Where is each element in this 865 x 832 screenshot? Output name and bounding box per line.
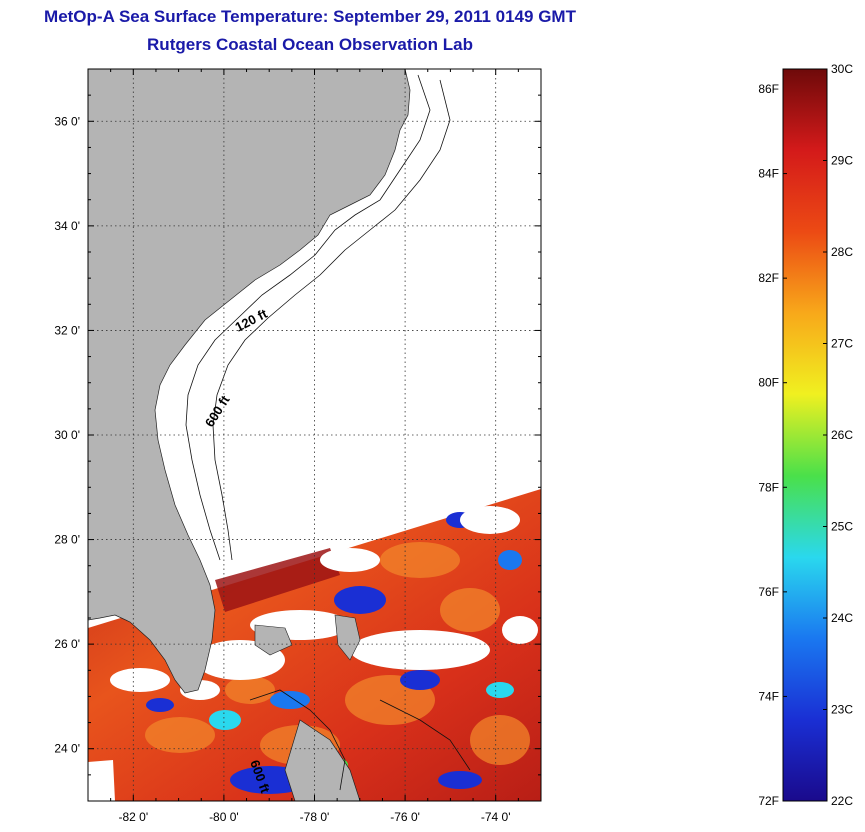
lon-tick-label: -82 0' <box>118 810 148 824</box>
land-bahamas-island <box>334 614 361 661</box>
colorbar-celsius-label: 25C <box>831 520 853 534</box>
bathymetry-contours <box>185 74 471 791</box>
lon-tick-label: -80 0' <box>209 810 239 824</box>
colorbar-fahrenheit-label: 78F <box>758 480 779 494</box>
lon-tick-label: -74 0' <box>481 810 511 824</box>
colorbar-fahrenheit-label: 84F <box>758 167 779 181</box>
map-title: MetOp-A Sea Surface Temperature: Septemb… <box>44 7 576 26</box>
lat-tick-label: 28 0' <box>54 533 80 547</box>
lat-tick-label: 24 0' <box>54 742 80 756</box>
contour-600ft <box>212 79 451 561</box>
lon-tick-label: -76 0' <box>390 810 420 824</box>
colorbar-celsius-label: 28C <box>831 245 853 259</box>
land-southeast-us <box>88 69 411 694</box>
colorbar-bar <box>782 68 828 802</box>
colorbar-celsius-label: 22C <box>831 794 853 808</box>
lat-tick-label: 36 0' <box>54 114 80 128</box>
cloud-mask <box>110 506 538 700</box>
colorbar-fahrenheit-labels: 86F 84F 82F 80F 78F 76F 74F 72F <box>758 82 779 808</box>
latitude-labels: 24 0' 26 0' 28 0' 30 0' 32 0' 34 0' 36 0' <box>54 114 80 755</box>
lat-tick-label: 26 0' <box>54 637 80 651</box>
colorbar-celsius-label: 30C <box>831 62 853 76</box>
map-subtitle: Rutgers Coastal Ocean Observation Lab <box>147 35 473 54</box>
lat-tick-label: 34 0' <box>54 219 80 233</box>
contour-bahamas <box>249 689 346 791</box>
colorbar-celsius-labels: 30C 29C 28C 27C 26C 25C 24C 23C 22C <box>831 62 853 808</box>
lon-tick-label: -78 0' <box>300 810 330 824</box>
colorbar-celsius-label: 23C <box>831 703 853 717</box>
grid-lines <box>88 69 541 801</box>
colorbar-celsius-label: 27C <box>831 337 853 351</box>
colorbar-fahrenheit-label: 82F <box>758 271 779 285</box>
colorbar-fahrenheit-label: 76F <box>758 585 779 599</box>
colorbar: 30C 29C 28C 27C 26C 25C 24C 23C 22C 86F 84F 82F 80F… <box>758 62 853 808</box>
map-panel: 120 ft 600 ft 600 ft 24 0'26 0'28 0'30 0… <box>54 68 542 824</box>
colorbar-ticks <box>783 68 827 802</box>
lat-tick-label: 30 0' <box>54 428 80 442</box>
sst-warm-band <box>215 548 340 612</box>
land-andros <box>254 624 293 656</box>
colorbar-fahrenheit-label: 74F <box>758 689 779 703</box>
contour-bahamas-2 <box>379 699 471 771</box>
lat-tick-label: 32 0' <box>54 323 80 337</box>
colorbar-fahrenheit-label: 72F <box>758 794 779 808</box>
colorbar-celsius-label: 29C <box>831 154 853 168</box>
colorbar-fahrenheit-label: 86F <box>758 82 779 96</box>
longitude-labels: -82 0' -80 0' -78 0' -76 0' -74 0' <box>118 810 510 824</box>
axis-ticks <box>87 68 542 802</box>
colorbar-fahrenheit-label: 80F <box>758 376 779 390</box>
contour-120ft <box>185 74 431 561</box>
colorbar-celsius-label: 26C <box>831 428 853 442</box>
colorbar-celsius-label: 24C <box>831 611 853 625</box>
